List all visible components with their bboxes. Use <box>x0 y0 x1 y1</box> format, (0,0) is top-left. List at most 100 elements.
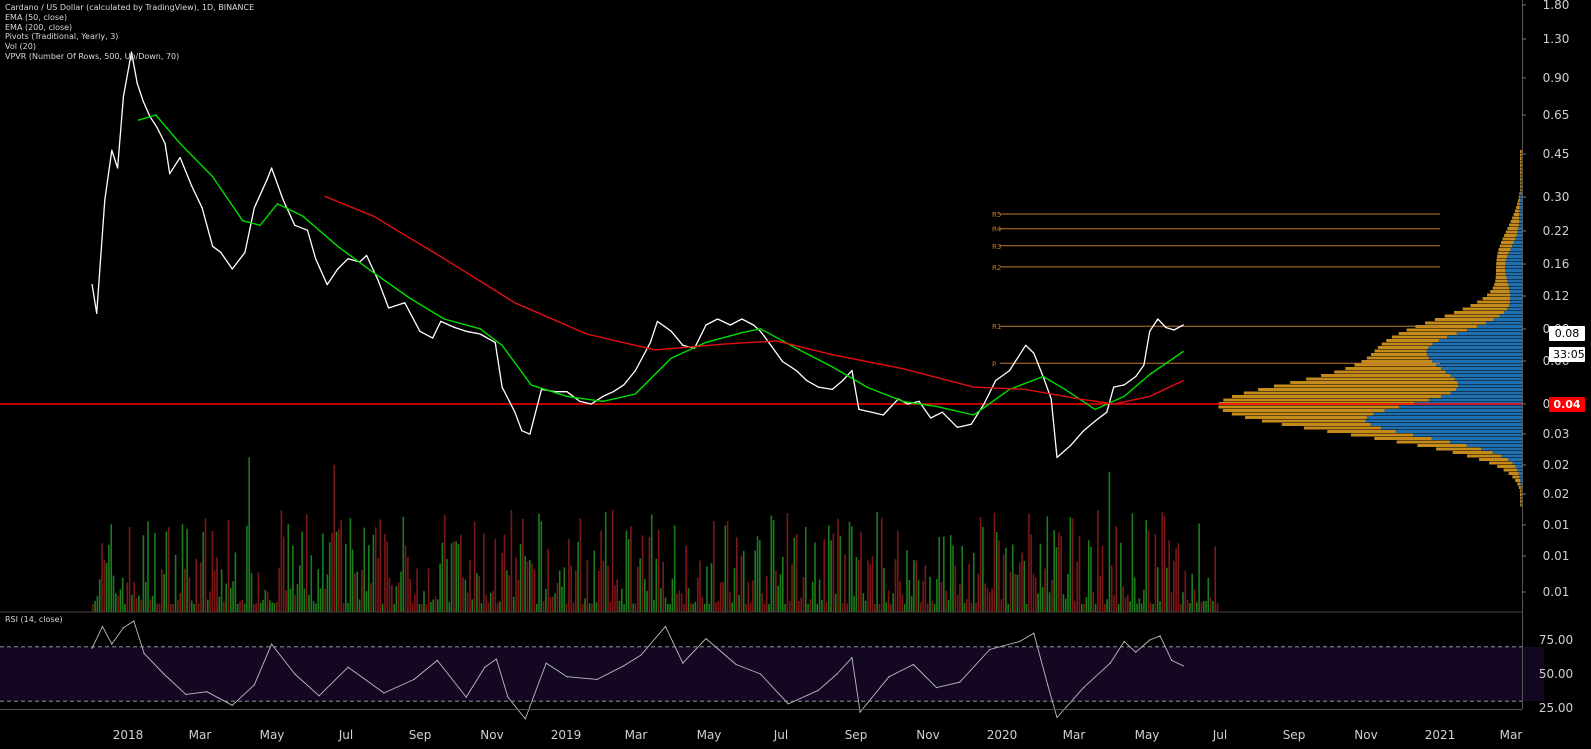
legend-symbol[interactable]: Cardano / US Dollar (calculated by Tradi… <box>5 3 255 12</box>
volume-bar <box>526 561 529 612</box>
time-tick-label: Mar <box>1063 728 1086 742</box>
time-tick-label: 2021 <box>1425 728 1456 742</box>
volume-bar <box>915 560 917 612</box>
volume-bar <box>1127 594 1129 612</box>
volume-bar <box>561 586 563 612</box>
volume-bar <box>641 535 644 612</box>
rsi-tick-label: 25.00 <box>1539 701 1573 715</box>
series-point <box>163 673 165 675</box>
vpvr-down-bar <box>1507 227 1519 230</box>
volume-bar <box>609 601 612 612</box>
volume-bar <box>1048 592 1051 612</box>
series-point <box>1025 344 1027 346</box>
vpvr-down-bar <box>1520 164 1522 167</box>
volume-bar <box>469 560 471 612</box>
legend-ema200[interactable]: EMA (200, close) <box>5 22 73 32</box>
series-point <box>122 627 124 629</box>
vpvr-down-bar <box>1519 188 1521 192</box>
series-point <box>366 254 368 257</box>
volume-bar <box>595 602 598 612</box>
volume-bar <box>218 596 221 612</box>
volume-bar <box>901 594 904 612</box>
series-point <box>817 386 819 388</box>
vpvr-down-bar <box>1415 325 1477 328</box>
volume-bar <box>1060 536 1062 612</box>
series-point <box>759 673 762 675</box>
volume-bar <box>393 603 395 612</box>
pivot-label-r2: R2 <box>992 264 1001 272</box>
legend-vpvr[interactable]: VPVR (Number Of Rows, 500, Up/Down, 70) <box>5 51 180 61</box>
volume-bar <box>381 603 384 612</box>
vpvr-down-bar <box>1370 353 1427 356</box>
vpvr-up-bar <box>1431 437 1522 440</box>
vpvr-up-bar <box>1506 258 1522 262</box>
vpvr-up-bar <box>1517 230 1522 234</box>
volume-bar <box>1182 592 1184 612</box>
series-point <box>514 411 516 413</box>
legend-vol[interactable]: Vol (20) <box>5 42 36 52</box>
series-point <box>858 408 860 410</box>
volume-bar <box>165 531 168 612</box>
vpvr-up-bar <box>1519 206 1522 209</box>
series-point <box>851 370 853 372</box>
volume-bar <box>294 594 296 612</box>
volume-bar <box>1198 523 1200 612</box>
volume-bar <box>496 603 499 612</box>
volume-bar <box>1138 598 1141 612</box>
series-point <box>640 654 642 656</box>
series-point <box>137 119 140 121</box>
rsi-title[interactable]: RSI (14, close) <box>5 615 63 624</box>
volume-bar <box>98 579 101 612</box>
volume-bar <box>759 540 761 612</box>
vpvr-up-bar <box>1499 314 1522 318</box>
volume-bar <box>1021 552 1023 612</box>
volume-bar <box>821 599 823 612</box>
volume-bar <box>754 550 756 612</box>
price-tick-label: 1.30 <box>1543 32 1570 46</box>
vpvr-up-bar <box>1520 192 1522 195</box>
vpvr-up-bar <box>1449 440 1522 444</box>
series-point <box>888 676 890 678</box>
vpvr-up-bar <box>1445 370 1522 374</box>
vpvr-up-bar <box>1519 475 1522 479</box>
legend-ema50[interactable]: EMA (50, close) <box>5 12 68 22</box>
series-point <box>1149 639 1151 641</box>
series-point <box>443 318 445 320</box>
series-point <box>634 393 636 395</box>
volume-bar <box>1018 562 1021 612</box>
vpvr-down-bar <box>1454 311 1505 314</box>
series-point <box>1149 395 1151 398</box>
volume-bar <box>811 581 814 612</box>
volume-bar <box>1071 518 1074 612</box>
volume-bar <box>943 536 945 612</box>
volume-bar <box>770 515 773 612</box>
volume-bar <box>621 588 623 612</box>
vpvr-down-bar <box>1518 195 1521 199</box>
volume-bar <box>588 603 591 612</box>
volume-bar <box>607 565 609 612</box>
series-point <box>436 659 438 662</box>
volume-bar <box>425 603 428 612</box>
volume-bar <box>1115 526 1118 612</box>
volume-bar <box>897 530 899 612</box>
vpvr-down-bar <box>1377 346 1429 349</box>
vpvr-up-bar <box>1520 171 1522 174</box>
vpvr-up-bar <box>1456 332 1522 335</box>
vpvr-down-bar <box>1520 171 1521 174</box>
price-tick-label: 0.90 <box>1543 71 1570 85</box>
indicator-legend: Cardano / US Dollar (calculated by Tradi… <box>5 3 254 62</box>
volume-bar <box>903 603 906 612</box>
volume-bar <box>899 581 901 612</box>
vpvr-down-bar <box>1490 290 1510 293</box>
volume-bar <box>1133 577 1136 612</box>
series-point <box>1033 632 1035 634</box>
series-point <box>377 279 379 282</box>
vpvr-up-bar <box>1505 272 1522 276</box>
vpvr-up-bar <box>1520 486 1522 489</box>
volume-bar <box>1161 512 1164 612</box>
vpvr-down-bar <box>1467 454 1502 458</box>
legend-pivots[interactable]: Pivots (Traditional, Yearly, 3) <box>5 32 119 42</box>
volume-bar <box>832 533 835 612</box>
volume-bar <box>545 588 547 612</box>
volume-bar <box>531 563 533 612</box>
